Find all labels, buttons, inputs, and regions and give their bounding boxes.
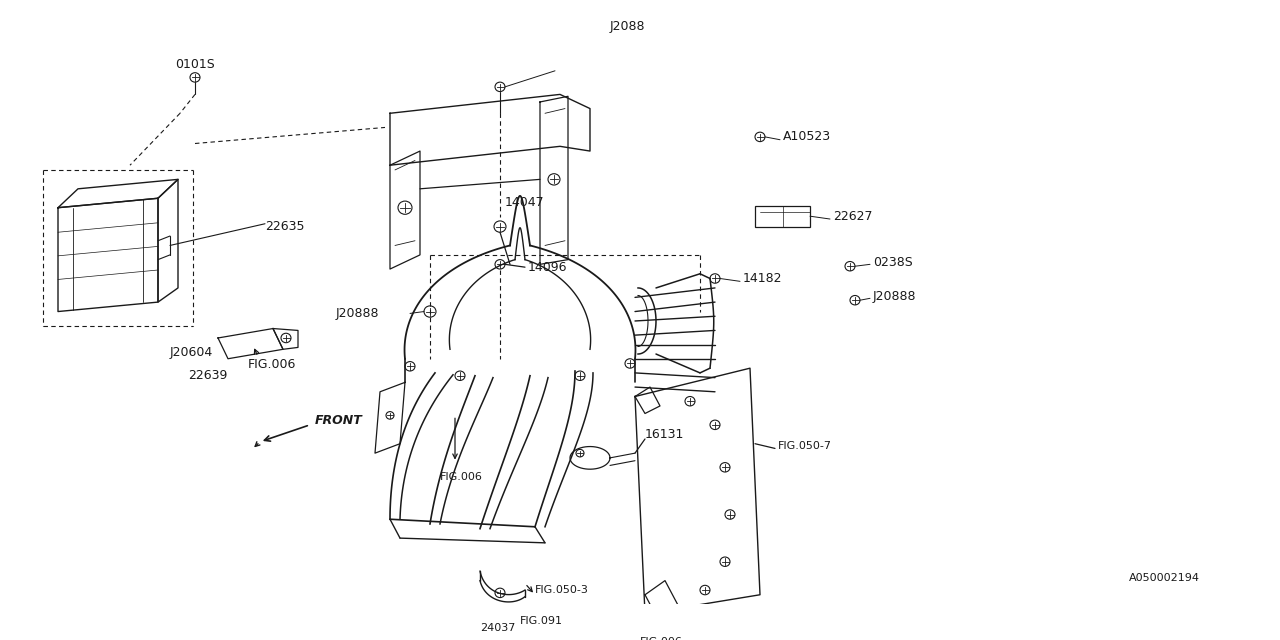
Text: 22635: 22635: [265, 220, 305, 233]
Text: J20604: J20604: [170, 346, 214, 358]
Text: FRONT: FRONT: [315, 413, 362, 427]
Text: 0238S: 0238S: [873, 256, 913, 269]
Polygon shape: [645, 580, 680, 623]
Text: 16131: 16131: [645, 428, 685, 441]
Text: 22627: 22627: [833, 210, 873, 223]
Text: FIG.006: FIG.006: [640, 637, 682, 640]
Polygon shape: [58, 198, 157, 312]
Text: A10523: A10523: [783, 131, 831, 143]
Text: FIG.050-7: FIG.050-7: [778, 440, 832, 451]
Polygon shape: [58, 179, 178, 208]
Text: 14182: 14182: [742, 272, 782, 285]
Polygon shape: [635, 387, 660, 413]
Text: 22639: 22639: [188, 369, 228, 382]
Text: 14047: 14047: [506, 196, 544, 209]
Polygon shape: [157, 179, 178, 302]
Text: 0101S: 0101S: [175, 58, 215, 70]
Polygon shape: [218, 328, 283, 359]
Polygon shape: [635, 368, 760, 614]
Text: 14096: 14096: [529, 260, 567, 274]
Polygon shape: [273, 328, 298, 349]
Text: J20888: J20888: [873, 290, 916, 303]
Text: J20888: J20888: [335, 307, 379, 320]
Text: FIG.006: FIG.006: [440, 472, 483, 482]
Bar: [755, 206, 810, 227]
Text: FIG.091: FIG.091: [520, 616, 563, 626]
Text: FIG.050-3: FIG.050-3: [535, 585, 589, 595]
Text: A050002194: A050002194: [1129, 573, 1201, 584]
Polygon shape: [390, 151, 420, 269]
Polygon shape: [390, 95, 590, 165]
Text: FIG.006: FIG.006: [248, 358, 297, 371]
Text: 24037: 24037: [480, 623, 516, 633]
Polygon shape: [375, 382, 404, 453]
Text: J2088: J2088: [611, 20, 645, 33]
Polygon shape: [540, 96, 568, 264]
